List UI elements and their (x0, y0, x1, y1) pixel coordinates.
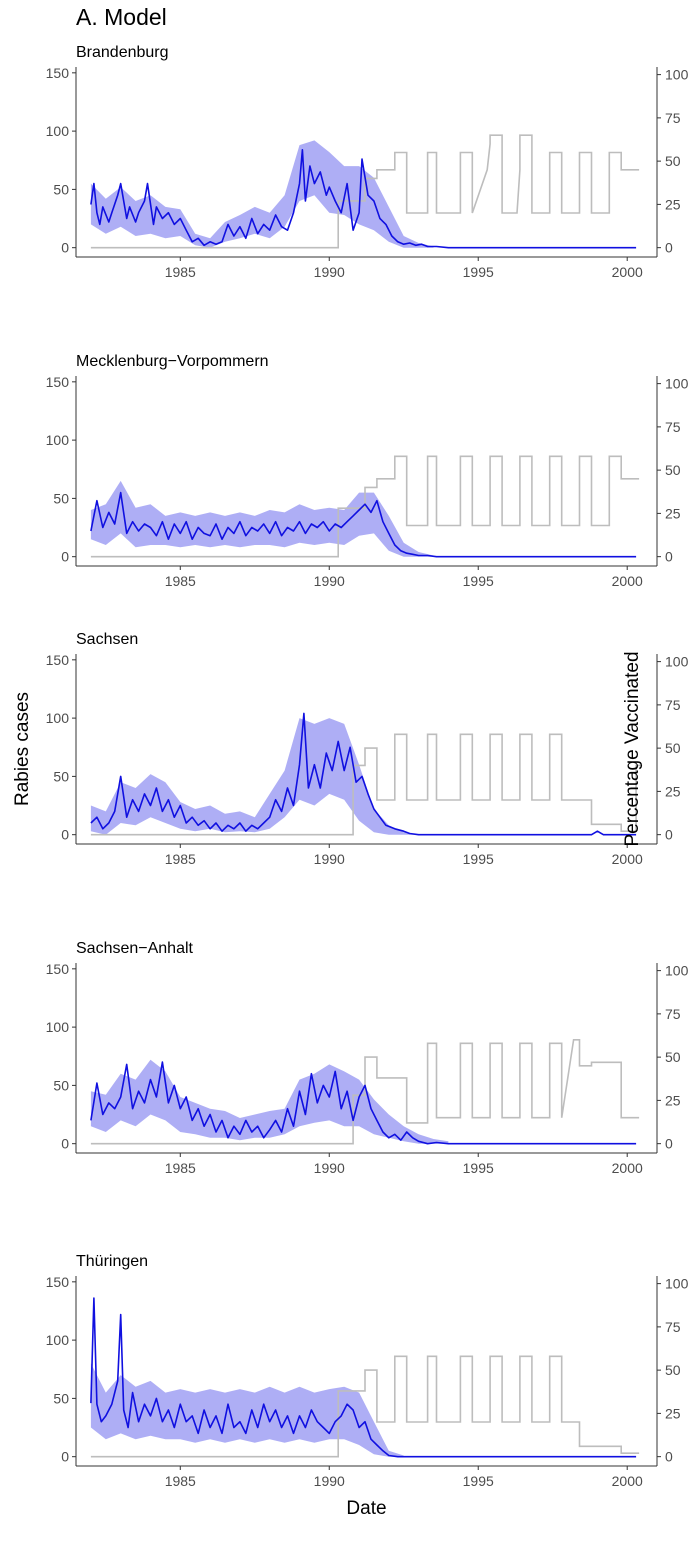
confidence-band (90, 1059, 449, 1144)
y-tick-label: 0 (61, 827, 69, 843)
plot-area (90, 712, 643, 836)
plot-area (90, 455, 640, 558)
y2-tick-label: 0 (665, 1449, 673, 1465)
vaccination-line (90, 1355, 640, 1458)
y2-tick-label: 0 (665, 549, 673, 565)
y2-tick-label: 0 (665, 1136, 673, 1152)
y-tick-label: 150 (46, 65, 70, 81)
x-tick-label: 1985 (165, 573, 196, 589)
y-tick-label: 50 (53, 490, 69, 506)
y2-tick-label: 75 (665, 1319, 681, 1335)
vaccination-line (90, 134, 640, 249)
y-tick-label: 100 (46, 1019, 70, 1035)
x-tick-label: 1990 (314, 573, 345, 589)
x-tick-label: 1990 (314, 264, 345, 280)
y2-tick-label: 25 (665, 1092, 681, 1108)
panel-title: Mecklenburg−Vorpommern (76, 353, 269, 370)
confidence-band (90, 1363, 404, 1457)
y2-tick-label: 0 (665, 827, 673, 843)
y2-tick-label: 50 (665, 1362, 681, 1378)
y2-tick-label: 50 (665, 740, 681, 756)
x-tick-label: 1985 (165, 851, 196, 867)
x-tick-label: 2000 (612, 1473, 643, 1489)
y2-tick-label: 100 (665, 1276, 689, 1292)
panel-title: Brandenburg (76, 44, 169, 61)
x-tick-label: 1995 (463, 573, 494, 589)
y-tick-label: 50 (53, 768, 69, 784)
y2-tick-label: 75 (665, 110, 681, 126)
y2-tick-label: 75 (665, 419, 681, 435)
x-tick-label: 1985 (165, 1160, 196, 1176)
y2-tick-label: 25 (665, 196, 681, 212)
vaccination-line (90, 1039, 640, 1145)
y2-tick-label: 50 (665, 1049, 681, 1065)
y2-tick-label: 25 (665, 1405, 681, 1421)
cases-line (90, 491, 637, 558)
x-tick-label: 1995 (463, 1160, 494, 1176)
y-tick-label: 100 (46, 432, 70, 448)
x-tick-label: 2000 (612, 573, 643, 589)
y2-tick-label: 75 (665, 1006, 681, 1022)
y2-axis-label: Percentage Vaccinated (622, 651, 643, 846)
y-tick-label: 150 (46, 374, 70, 390)
y-tick-label: 100 (46, 1332, 70, 1348)
x-tick-label: 1990 (314, 1160, 345, 1176)
y-tick-label: 0 (61, 240, 69, 256)
y-tick-label: 150 (46, 1274, 70, 1290)
vaccination-line (90, 455, 640, 558)
y2-tick-label: 100 (665, 376, 689, 392)
cases-line (90, 149, 637, 249)
y-axis-label: Rabies cases (12, 692, 33, 806)
y-tick-label: 150 (46, 652, 70, 668)
x-tick-label: 1990 (314, 851, 345, 867)
y-tick-label: 50 (53, 181, 69, 197)
x-tick-label: 2000 (612, 851, 643, 867)
x-tick-label: 1985 (165, 1473, 196, 1489)
x-tick-label: 1995 (463, 264, 494, 280)
x-tick-label: 1995 (463, 851, 494, 867)
plot-area (90, 1039, 640, 1145)
confidence-band (90, 140, 434, 248)
vaccination-line (90, 733, 643, 836)
y-tick-label: 0 (61, 1136, 69, 1152)
cases-line (90, 1061, 637, 1145)
y2-tick-label: 0 (665, 240, 673, 256)
y2-tick-label: 100 (665, 67, 689, 83)
y2-tick-label: 50 (665, 462, 681, 478)
y-tick-label: 0 (61, 1449, 69, 1465)
plot-area (90, 134, 640, 249)
x-tick-label: 1985 (165, 264, 196, 280)
y2-tick-label: 50 (665, 153, 681, 169)
y2-tick-label: 75 (665, 697, 681, 713)
y2-tick-label: 100 (665, 654, 689, 670)
panel-title: Sachsen−Anhalt (76, 940, 194, 957)
x-axis-label: Date (346, 1498, 386, 1519)
confidence-band (90, 718, 419, 835)
y-tick-label: 150 (46, 961, 70, 977)
x-tick-label: 2000 (612, 1160, 643, 1176)
y2-tick-label: 25 (665, 505, 681, 521)
cases-line (90, 1297, 637, 1458)
y-tick-label: 100 (46, 123, 70, 139)
figure-title: A. Model (76, 4, 167, 30)
y-tick-label: 50 (53, 1390, 69, 1406)
plot-area (90, 1297, 640, 1458)
y2-tick-label: 25 (665, 783, 681, 799)
x-tick-label: 2000 (612, 264, 643, 280)
panel-title: Thüringen (76, 1253, 148, 1270)
y2-tick-label: 100 (665, 963, 689, 979)
cases-line (90, 712, 637, 836)
x-tick-label: 1990 (314, 1473, 345, 1489)
x-tick-label: 1995 (463, 1473, 494, 1489)
y-tick-label: 0 (61, 549, 69, 565)
y-tick-label: 100 (46, 710, 70, 726)
y-tick-label: 50 (53, 1077, 69, 1093)
confidence-band (90, 480, 434, 557)
panel-title: Sachsen (76, 631, 138, 648)
